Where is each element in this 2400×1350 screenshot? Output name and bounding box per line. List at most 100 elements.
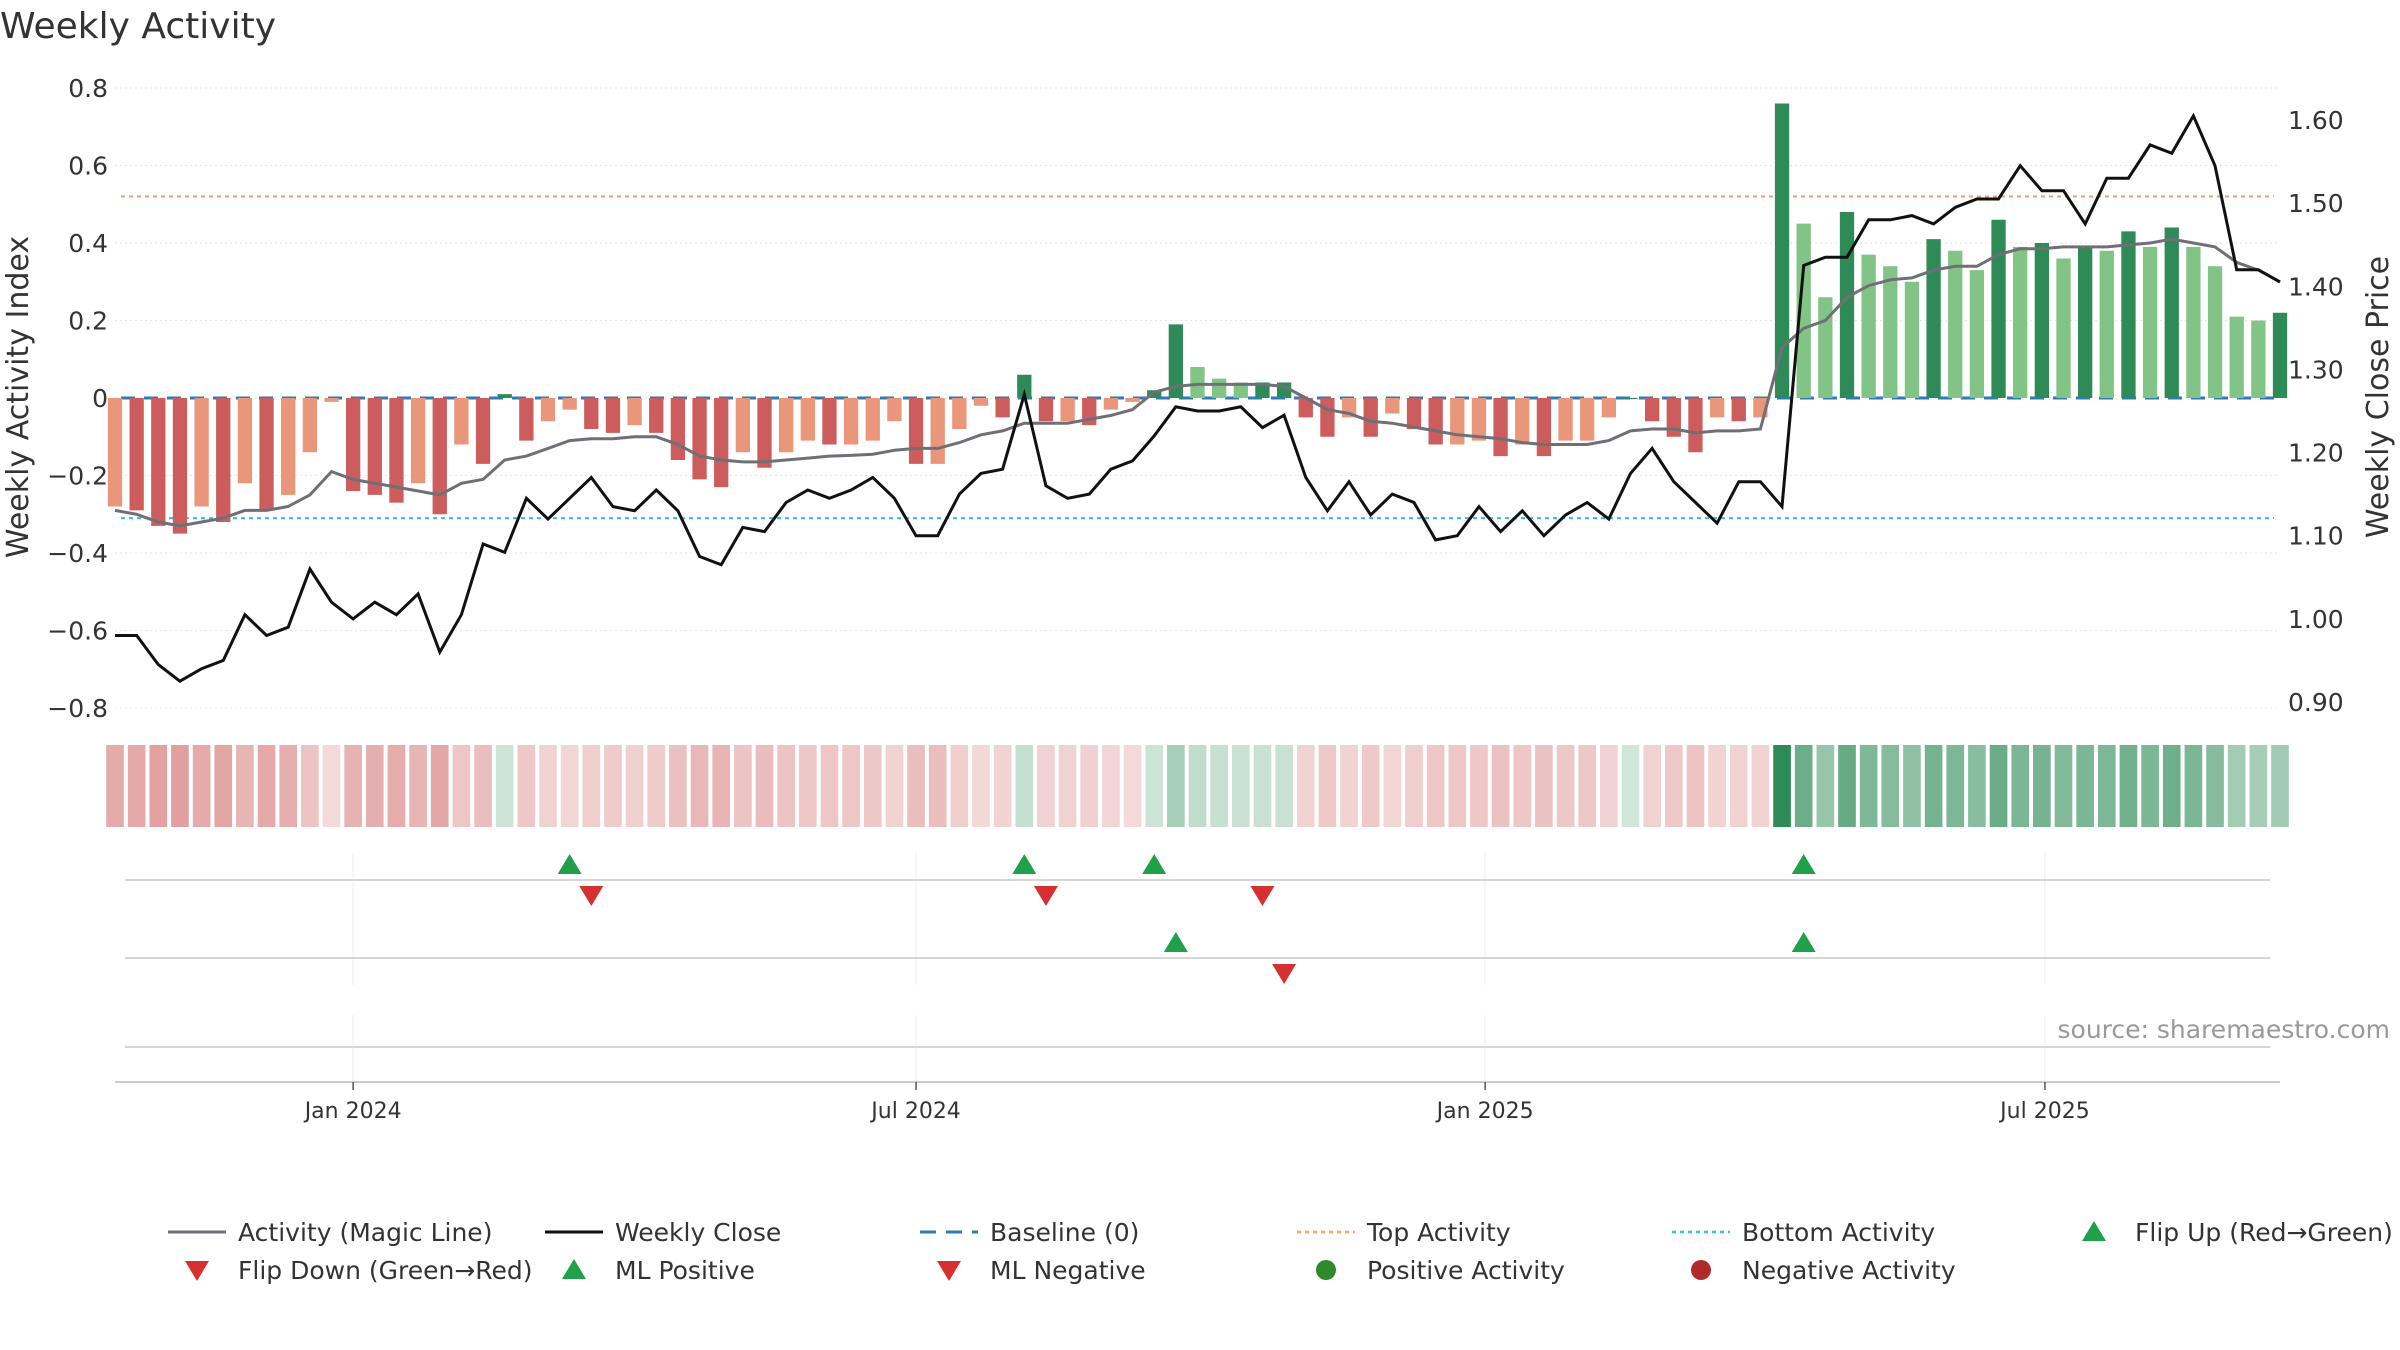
heat-strip-cell [950,745,969,827]
activity-bar [1688,398,1703,453]
activity-bars [107,103,2288,534]
activity-bar [1060,398,1075,422]
legend-item: Flip Up (Red→Green) [2082,1218,2393,1247]
activity-bar [194,398,209,507]
activity-bar [1536,398,1552,457]
heat-strip-cell [1946,745,1965,827]
heat-strip-cell [842,745,860,827]
heat-strip-cell [2054,745,2073,827]
heat-strip-cell [1535,745,1553,827]
right-tick-label: 1.10 [2288,522,2344,551]
activity-bar [627,398,642,426]
activity-bar [2034,243,2049,398]
activity-bar [1493,398,1508,457]
activity-bar [346,398,361,491]
y-axis-label-right: Weekly Close Price [2361,256,2396,538]
legend-item: Negative Activity [1691,1256,1956,1285]
heat-strip-cell [1037,745,1055,827]
flip-up-marker [1791,854,1816,874]
activity-bar [2164,227,2179,398]
heat-strip-cell [409,745,427,827]
heat-strip-cell [972,745,990,827]
heat-strip-cell [1729,745,1748,827]
ml-positive-marker [1163,932,1188,952]
legend-item: Flip Down (Green→Red) [185,1256,533,1285]
legend-label: ML Negative [990,1256,1146,1285]
heat-strip-cell [993,745,1012,827]
heat-strip-cell [1708,745,1726,827]
heat-strip-cell [1794,745,1813,827]
activity-bar [2251,320,2266,398]
heat-strip-cell [755,745,774,827]
activity-bar [2121,231,2136,398]
right-tick-label: 1.20 [2288,439,2344,468]
heat-strip-cell [1578,745,1597,827]
legend-swatch-triangle-up [562,1259,586,1279]
activity-bar [2099,250,2114,398]
signal-panels [115,853,2280,1083]
heat-strip-cell [1816,745,1835,827]
activity-bar [692,398,707,480]
heat-strip-cell [777,745,795,827]
legend-swatch-triangle-down [185,1261,209,1281]
activity-bar [475,398,491,464]
activity-bar [1406,398,1422,429]
left-axis-ticks: 0.8 0.6 0.4 0.2 0 −0.2 −0.4 −0.6 −0.8 [47,74,108,723]
x-tick-label: Jan 2024 [303,1099,402,1124]
activity-bar [605,398,621,433]
activity-bar [2229,316,2244,398]
activity-bar [1450,398,1465,445]
activity-bar [800,398,815,441]
heat-strip-cell [2033,745,2051,827]
heat-strip-cell [1838,745,1856,827]
heat-strip-cell [387,745,406,827]
activity-bar [1298,398,1313,418]
activity-bar [1385,398,1400,414]
ml-positive-marker [1791,932,1816,952]
heat-strip-cell [2227,745,2246,827]
activity-bar [1861,254,1876,398]
heat-strip-cell [495,745,514,827]
heat-strip-cell [279,745,298,827]
activity-bar [1125,398,1140,402]
activity-bar [1233,382,1248,398]
legend-label: Weekly Close [615,1218,781,1247]
legend-item: Activity (Magic Line) [168,1218,492,1247]
heat-strip-cell [907,745,925,827]
heat-strip-cell [365,745,384,827]
activity-bar [454,398,469,445]
heat-strip-cell [517,745,536,827]
activity-bar [1428,398,1443,445]
activity-bar [1255,382,1270,398]
heat-strip-cell [1448,745,1467,827]
heat-strip-cell [863,745,882,827]
heat-strip-cell [214,745,233,827]
legend-item: Baseline (0) [920,1218,1139,1247]
heat-strip-cell [106,745,124,827]
heat-strip-cell [2184,745,2203,827]
ml-negative-marker [1272,964,1297,984]
activity-bar [1666,398,1681,437]
x-axis-ticks: Jan 2024 Jul 2024 Jan 2025 Jul 2025 [303,1082,2090,1124]
heat-strip-cell [1318,745,1337,827]
activity-bar [1471,398,1487,441]
activity-bar [1017,374,1032,398]
activity-bar [107,398,123,507]
heat-strip-cell [149,745,168,827]
activity-bar [1168,324,1183,398]
activity-bar [1645,398,1660,422]
activity-bar [1320,398,1335,437]
heat-strip-cell [798,745,817,827]
activity-bar [1601,398,1616,418]
left-tick-label: 0.6 [68,152,108,181]
heat-strip-cell [625,745,644,827]
heat-strip-cell [1210,745,1228,827]
legend-item: Weekly Close [545,1218,781,1247]
activity-bar [930,398,945,464]
legend-item: ML Positive [562,1256,755,1285]
legend-label: ML Positive [615,1256,755,1285]
heat-strip-cell [1361,745,1380,827]
heat-strip-cell [1253,745,1272,827]
heat-strip-cell [690,745,709,827]
heat-strip-cell [1989,745,2008,827]
